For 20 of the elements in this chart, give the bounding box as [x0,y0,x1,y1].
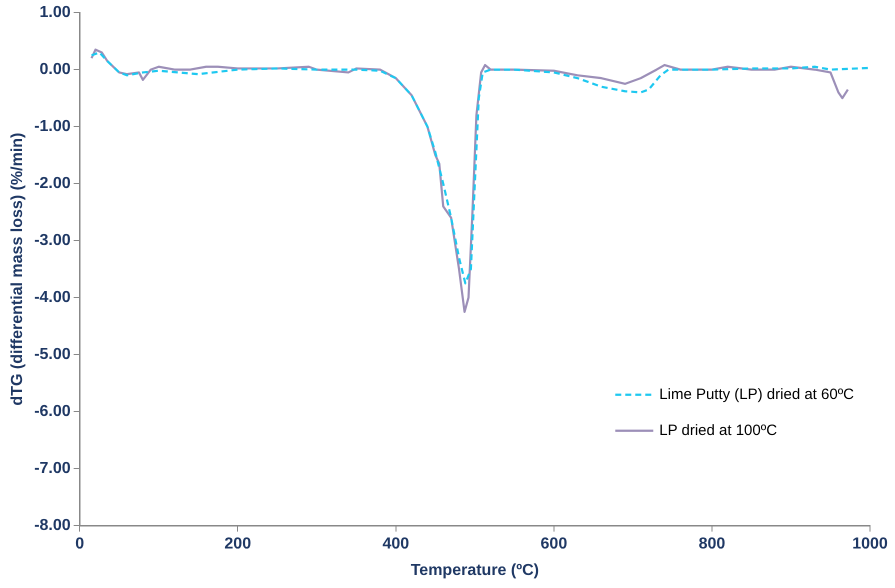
legend-label: Lime Putty (LP) dried at 60ºC [659,386,854,403]
y-tick-label: -6.00 [34,403,71,420]
y-tick-label: -3.00 [34,232,71,250]
y-tick-label: -5.00 [34,346,71,364]
x-tick-label: 200 [224,536,252,553]
y-tick-label: -1.00 [34,118,71,136]
x-tick-label: 800 [698,536,726,553]
y-tick-label: -7.00 [34,460,71,478]
y-tick-label: 1.00 [40,4,71,22]
x-tick-label: 400 [382,536,410,553]
y-tick-label: -4.00 [34,289,71,306]
x-tick-label: 600 [540,536,568,553]
legend-label: LP dried at 100ºC [659,422,778,439]
y-axis-title: dTG (differential mass loss) (%/min) [9,132,26,406]
x-tick-label: 0 [75,536,84,553]
y-tick-label: 0.00 [40,61,71,78]
y-tick-label: -2.00 [34,175,71,192]
y-tick-label: -8.00 [34,517,71,534]
x-tick-label: 1000 [852,536,888,553]
x-axis-title: Temperature (ºC) [410,562,539,579]
